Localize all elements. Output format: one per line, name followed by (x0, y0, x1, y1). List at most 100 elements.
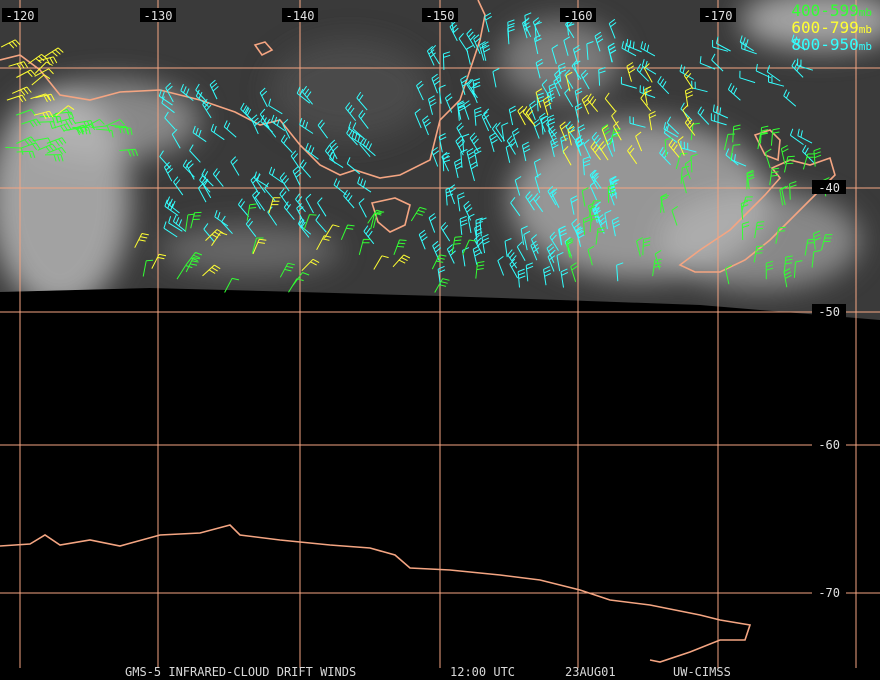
wind-barb (302, 85, 313, 105)
wind-barb (565, 71, 573, 92)
latitude-label: -40 (818, 181, 840, 195)
wind-barb (586, 41, 594, 60)
wind-barb (34, 68, 54, 77)
wind-barb (279, 262, 295, 278)
wind-barb (729, 144, 741, 161)
wind-barb (791, 59, 804, 78)
wind-barb (532, 17, 541, 37)
wind-barb (586, 93, 599, 113)
wind-barb (710, 113, 727, 126)
wind-barb (202, 98, 212, 119)
wind-barb (813, 147, 822, 167)
wind-barb (582, 216, 591, 235)
wind-barb (352, 122, 366, 140)
wind-barb (158, 89, 173, 106)
wind-barb (164, 111, 176, 130)
wind-barb (812, 230, 821, 250)
wind-barb (203, 223, 215, 242)
wind-barb (546, 243, 556, 264)
wind-barb (611, 216, 621, 237)
wind-barb (159, 150, 171, 169)
wind-barb (724, 264, 732, 285)
wind-barb (44, 154, 64, 162)
wind-barb (0, 39, 21, 49)
wind-barb (346, 157, 361, 175)
wind-barb (202, 264, 221, 277)
wind-barb (780, 144, 789, 165)
wind-barb (677, 136, 685, 156)
wind-barb (558, 225, 567, 245)
wind-barb (571, 60, 582, 80)
wind-barb (505, 143, 513, 163)
wind-barb (598, 141, 609, 161)
wind-barb (459, 215, 468, 235)
wind-barb (732, 124, 741, 143)
wind-barb (779, 186, 787, 206)
legend-unit: mb (859, 6, 872, 19)
wind-barb (769, 167, 780, 186)
wind-barb (789, 181, 797, 200)
wind-barb (616, 262, 624, 282)
wind-barb (37, 143, 58, 153)
longitude-label: -170 (704, 9, 733, 23)
wind-barb (802, 153, 815, 170)
wind-barb (151, 253, 167, 269)
wind-barb (299, 117, 314, 134)
wind-barb (554, 69, 563, 90)
wind-barb (783, 268, 792, 288)
wind-barb (68, 124, 88, 134)
wind-barb (652, 258, 662, 277)
wind-barb (441, 151, 450, 172)
wind-barb (252, 238, 267, 255)
wind-barb (431, 73, 441, 94)
legend-unit: mb (859, 40, 872, 53)
label-bg (812, 304, 846, 318)
wind-barb (535, 58, 544, 79)
wind-barb (282, 119, 291, 139)
wind-barb (457, 192, 465, 212)
wind-barb (563, 36, 571, 56)
wind-barb (346, 127, 358, 146)
wind-barb (570, 262, 578, 282)
wind-barb (580, 69, 590, 90)
wind-barb (466, 28, 476, 48)
wind-barb (535, 88, 543, 108)
wind-barb (629, 116, 646, 128)
wind-barb (739, 35, 754, 52)
wind-barb (664, 137, 672, 157)
wind-barb (548, 82, 557, 103)
wind-barb (504, 238, 512, 258)
wind-barb (570, 195, 578, 215)
wind-barb (783, 89, 797, 107)
wind-barb (775, 226, 786, 244)
wind-barb (416, 80, 424, 101)
wind-barb (547, 252, 556, 272)
label-bg (140, 8, 176, 22)
wind-barb (279, 172, 290, 192)
wind-barb (783, 255, 793, 274)
label-bg (700, 8, 736, 22)
wind-barb (251, 237, 264, 254)
wind-barb (432, 240, 442, 261)
wind-barb (797, 58, 814, 71)
wind-barb (467, 213, 475, 234)
wind-barb (565, 121, 576, 141)
wind-barb (251, 114, 261, 135)
wind-barb (546, 118, 557, 138)
wind-barb (33, 110, 54, 120)
wind-barb (37, 121, 57, 129)
wind-barb (189, 144, 201, 163)
wind-barb (551, 188, 560, 208)
wind-barb (343, 189, 355, 209)
longitude-label: -120 (6, 9, 35, 23)
wind-barb (199, 174, 211, 193)
wind-barb (697, 106, 710, 125)
wind-barb (611, 110, 621, 130)
wind-barb (642, 237, 651, 256)
wind-barb (195, 83, 208, 102)
wind-barb (119, 148, 139, 157)
longitude-label: -130 (144, 9, 173, 23)
wind-barb (35, 93, 55, 103)
wind-barb (594, 31, 604, 52)
wind-barb (560, 268, 569, 288)
